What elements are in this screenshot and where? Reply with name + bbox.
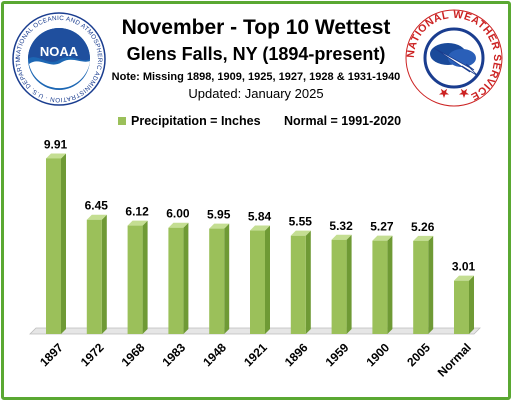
bar-1896 [290,230,311,334]
x-tick-label: 1948 [200,340,229,369]
data-label: 5.84 [248,210,272,224]
x-tick-label: 1897 [37,340,66,369]
bar-side [387,235,393,334]
missing-years-note: Note: Missing 1898, 1909, 1925, 1927, 19… [111,71,401,83]
bar-side [61,153,66,334]
legend-normal: Normal = 1991-2020 [284,114,401,128]
bar-side [469,275,474,334]
bar-side [142,220,148,334]
bar-front [209,228,225,334]
bar-1921 [250,225,270,334]
noaa-logo-text: NOAA [40,44,79,59]
bar-1948 [209,223,230,334]
bar-front [86,219,102,334]
bar-top [413,235,434,241]
chart-subtitle: Glens Falls, NY (1894-present) [126,44,386,64]
x-tick-label: 1900 [363,340,392,369]
x-tick-label: 1983 [159,340,188,369]
bar-front [331,239,347,334]
data-label: 5.32 [329,219,353,233]
bar-front [372,240,388,334]
data-label: 9.91 [44,137,68,151]
bar-top [250,225,270,231]
bar-front [413,240,429,334]
bar-1897 [46,153,66,334]
bar-side [346,234,352,334]
bar-side [428,235,434,334]
x-tick-label: Normal [435,340,474,379]
bar-top [372,235,393,241]
legend-series: Precipitation = Inches [118,114,261,128]
legend-normal-label: Normal = 1991-2020 [284,114,402,128]
bar-Normal [454,275,474,334]
bar-top [331,234,352,240]
bar-front [127,225,143,334]
x-tick-label: 2005 [404,340,433,369]
x-tick-label: 1968 [119,340,148,369]
noaa-logo-icon: NATIONAL OCEANIC AND ATMOSPHERIC ADMINIS… [12,12,106,106]
bar-top [209,223,230,229]
bar-side [183,222,189,334]
bar-1959 [331,234,352,334]
data-label: 6.12 [125,205,149,219]
data-label: 5.26 [411,220,435,234]
data-label: 6.45 [85,199,109,213]
bar-top [127,220,148,226]
bar-front [250,230,265,334]
bar-top [46,153,66,159]
bar-front [454,280,469,334]
nws-logo-icon: NATIONAL WEATHER SERVICE [405,9,503,107]
bar-1972 [86,214,107,334]
data-label: 5.55 [289,215,313,229]
bar-top [454,275,474,281]
bar-front [290,235,306,334]
x-tick-label: 1972 [78,340,107,369]
bar-side [305,230,311,334]
legend-series-label: Precipitation = Inches [131,114,261,128]
x-tick-label: 1896 [282,340,311,369]
bar-side [224,223,230,334]
data-label: 6.00 [166,207,190,221]
bar-top [168,222,189,228]
bar-front [168,227,184,334]
bar-top [290,230,311,236]
bar-side [265,225,270,334]
data-label: 5.27 [370,220,394,234]
data-label: 3.01 [452,260,476,274]
bar-front [46,158,61,334]
data-label: 5.95 [207,208,231,222]
bar-1968 [127,220,148,334]
bar-1983 [168,222,189,334]
updated-date: Updated: January 2025 [188,86,324,101]
bar-top [86,214,107,220]
chart-title: November - Top 10 Wettest [121,16,391,39]
legend-swatch [118,117,126,125]
bar-1900 [372,235,393,334]
x-tick-label: 1921 [241,340,270,369]
bar-side [101,214,107,334]
x-tick-label: 1959 [323,340,352,369]
bar-2005 [413,235,434,334]
